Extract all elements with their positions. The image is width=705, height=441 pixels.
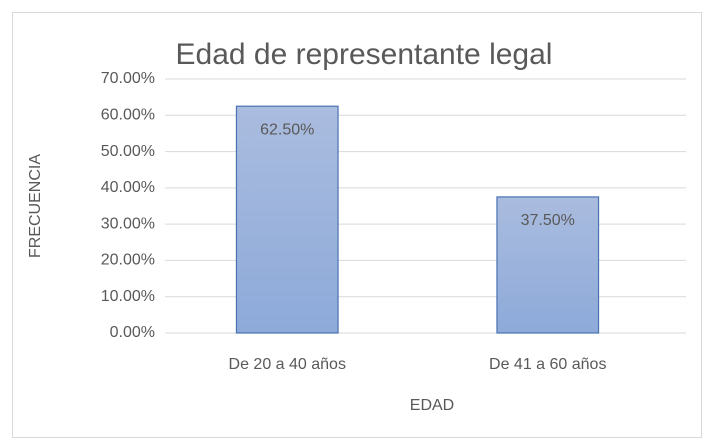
y-tick-label: 50.00%: [101, 143, 155, 160]
chart-title: Edad de representante legal: [176, 38, 553, 71]
data-label: 37.50%: [521, 212, 575, 229]
bar: [235, 105, 339, 334]
y-tick-label: 70.00%: [101, 70, 155, 87]
y-tick-label: 10.00%: [101, 288, 155, 305]
y-tick-label: 40.00%: [101, 179, 155, 196]
x-tick-label: De 20 a 40 años: [229, 356, 346, 373]
x-axis-label: EDAD: [410, 397, 454, 414]
y-tick-label: 60.00%: [101, 107, 155, 124]
bar: [496, 196, 600, 334]
y-tick-label: 30.00%: [101, 215, 155, 232]
data-label: 62.50%: [260, 121, 314, 138]
x-tick-label: De 41 a 60 años: [489, 356, 606, 373]
y-axis-label: FRECUENCIA: [27, 154, 44, 258]
y-tick-label: 0.00%: [110, 324, 155, 341]
y-tick-label: 20.00%: [101, 252, 155, 269]
